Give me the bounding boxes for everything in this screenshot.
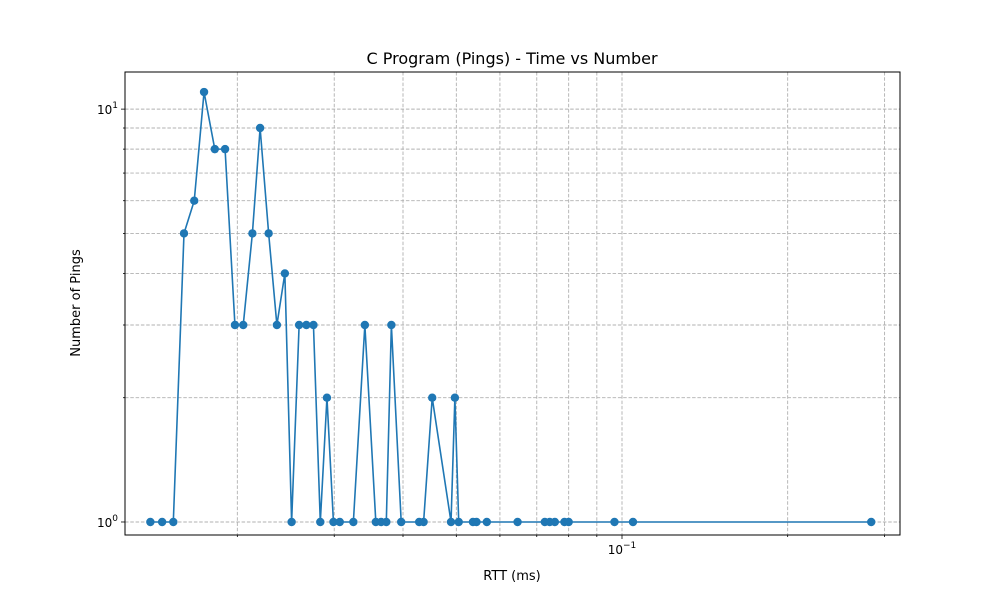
data-point — [239, 320, 248, 330]
y-tick-label: 100 — [97, 514, 118, 530]
data-point — [210, 144, 219, 154]
x-tick-label-exponent: −1 — [623, 541, 636, 551]
data-point — [564, 517, 573, 527]
data-point — [316, 517, 325, 527]
data-point — [169, 517, 178, 527]
data-point — [230, 320, 240, 330]
data-point — [628, 517, 638, 527]
data-point — [199, 87, 209, 97]
data-point — [280, 269, 290, 278]
plot-area — [125, 72, 900, 535]
data-point — [248, 229, 257, 238]
data-point — [294, 320, 304, 330]
x-axis-label: RTT (ms) — [483, 569, 540, 584]
data-point — [419, 517, 428, 527]
data-point — [190, 196, 199, 205]
x-tick-label-base: 10 — [608, 543, 623, 557]
data-point — [255, 123, 265, 133]
data-point — [220, 144, 230, 154]
data-point — [397, 517, 406, 527]
data-point — [302, 320, 311, 330]
y-tick-label: 101 — [97, 101, 118, 117]
series — [146, 87, 876, 527]
x-tick-label: 10−1 — [608, 541, 637, 557]
series-line — [150, 91, 872, 523]
data-point — [450, 393, 460, 402]
y-tick-label-base: 10 — [97, 516, 112, 530]
data-point — [179, 229, 189, 238]
data-point — [272, 320, 282, 330]
data-point — [360, 320, 370, 330]
data-point — [482, 517, 492, 527]
data-point — [428, 393, 437, 402]
data-point — [513, 517, 522, 527]
y-tick-label-base: 10 — [97, 103, 112, 117]
data-point — [446, 517, 456, 527]
data-point — [322, 393, 332, 402]
y-tick-label-exponent: 1 — [112, 101, 118, 111]
data-point — [382, 517, 391, 527]
data-point — [335, 517, 344, 527]
plot-frame — [124, 71, 901, 536]
data-point — [287, 517, 296, 527]
data-point — [454, 517, 463, 527]
data-point — [157, 517, 167, 527]
y-tick-label-exponent: 0 — [112, 514, 118, 524]
data-point — [550, 517, 560, 527]
data-point — [329, 517, 338, 527]
data-point — [610, 517, 619, 527]
data-point — [264, 229, 273, 238]
data-point — [349, 517, 358, 527]
data-point — [387, 320, 396, 330]
chart-title: C Program (Pings) - Time vs Number — [366, 49, 657, 68]
y-axis-label: Number of Pings — [69, 249, 84, 357]
data-point — [472, 517, 481, 527]
data-point — [309, 320, 318, 330]
data-point — [867, 517, 876, 527]
data-point — [146, 517, 155, 527]
